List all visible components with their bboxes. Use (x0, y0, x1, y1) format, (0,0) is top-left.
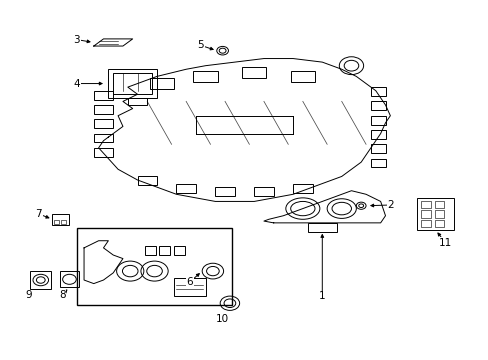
Bar (215, 187, 234, 196)
Text: 10: 10 (216, 314, 229, 324)
Text: 8: 8 (59, 290, 65, 300)
Text: 7: 7 (36, 209, 42, 219)
Bar (54, 220, 59, 224)
Bar (94, 134, 113, 143)
Bar (292, 184, 312, 193)
Bar (370, 116, 385, 125)
Bar (30, 271, 51, 289)
Bar (307, 223, 336, 232)
Bar (94, 91, 113, 100)
Bar (149, 78, 174, 89)
Bar (77, 228, 232, 305)
Bar (137, 176, 157, 185)
Text: 5: 5 (197, 40, 203, 50)
Bar (370, 130, 385, 139)
Bar (370, 102, 385, 111)
Text: 2: 2 (386, 200, 393, 210)
Bar (370, 158, 385, 167)
Bar (159, 246, 170, 255)
Bar (420, 201, 430, 208)
Bar (174, 246, 184, 255)
Bar (370, 87, 385, 96)
Text: 1: 1 (318, 291, 325, 301)
Bar (127, 98, 147, 105)
Bar (370, 144, 385, 153)
Bar (434, 220, 444, 227)
Bar (94, 148, 113, 157)
Bar (434, 210, 444, 217)
Bar (113, 73, 152, 94)
Bar (416, 198, 453, 230)
Bar (242, 67, 266, 78)
Bar (193, 71, 217, 82)
Bar (94, 105, 113, 114)
Bar (52, 214, 69, 225)
Bar (420, 220, 430, 227)
Text: 4: 4 (73, 78, 80, 89)
Bar (108, 69, 157, 98)
Text: 3: 3 (73, 35, 80, 45)
Bar (434, 201, 444, 208)
Bar (290, 71, 314, 82)
Text: 9: 9 (26, 290, 32, 300)
Bar (60, 271, 79, 287)
Bar (144, 246, 155, 255)
Text: 11: 11 (438, 238, 451, 248)
Bar (94, 119, 113, 128)
Bar (174, 278, 205, 296)
Bar (176, 184, 196, 193)
Bar (254, 187, 273, 196)
Bar (420, 210, 430, 217)
Bar (61, 220, 65, 224)
Text: 6: 6 (186, 277, 193, 287)
